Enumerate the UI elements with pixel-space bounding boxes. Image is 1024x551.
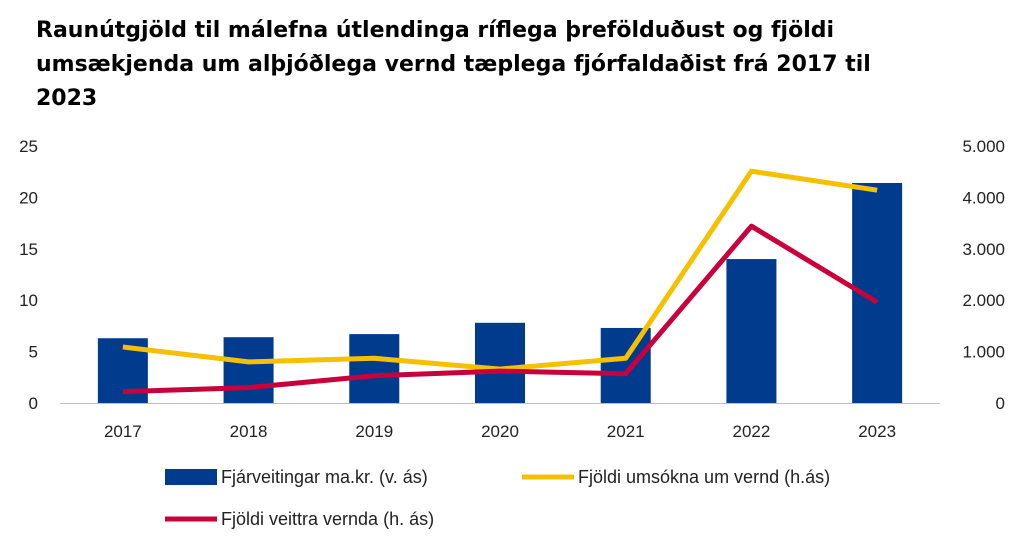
x-tick-label: 2017 [104,422,142,441]
right-axis-ticks: 0 1.000 2.000 3.000 4.000 5.000 [962,137,1005,413]
bar-2018 [223,337,274,403]
line-series-2 [122,223,879,395]
x-tick-label: 2020 [481,422,519,441]
legend-label: Fjárveitingar ma.kr. (v. ás) [221,467,428,487]
x-tick-label: 2023 [858,422,896,441]
x-tick-label: 2019 [355,422,393,441]
legend: Fjárveitingar ma.kr. (v. ás) Fjöldi umsók… [165,467,830,529]
bar-2021 [600,327,651,403]
legend-label: Fjöldi veittra vernda (h. ás) [221,509,434,529]
right-tick-label: 0 [996,394,1005,413]
left-tick-label: 0 [29,394,38,413]
legend-label: Fjöldi umsókna um vernd (h.ás) [578,467,830,487]
bar-2020 [475,322,525,403]
left-tick-label: 5 [29,343,38,362]
left-tick-label: 20 [19,188,38,207]
right-tick-label: 2.000 [962,291,1005,310]
x-tick-label: 2018 [230,422,268,441]
x-tick-label: 2021 [607,422,645,441]
chart-title: Raunútgjöld til málefna útlendinga rífle… [36,18,871,111]
left-tick-label: 25 [19,137,38,156]
bar-2022 [726,259,777,403]
right-tick-label: 3.000 [962,240,1005,259]
left-axis-ticks: 0 5 10 15 20 25 [19,137,38,413]
legend-swatch-bar [165,469,217,485]
bar-2019 [349,334,400,403]
right-tick-label: 5.000 [962,137,1005,156]
line-series [122,168,879,395]
x-axis-ticks: 2017 2018 2019 2020 2021 2022 2023 [104,422,896,441]
x-tick-label: 2022 [733,422,771,441]
right-tick-label: 4.000 [962,188,1005,207]
right-tick-label: 1.000 [962,343,1005,362]
left-tick-label: 10 [19,291,38,310]
left-tick-label: 15 [19,240,38,259]
